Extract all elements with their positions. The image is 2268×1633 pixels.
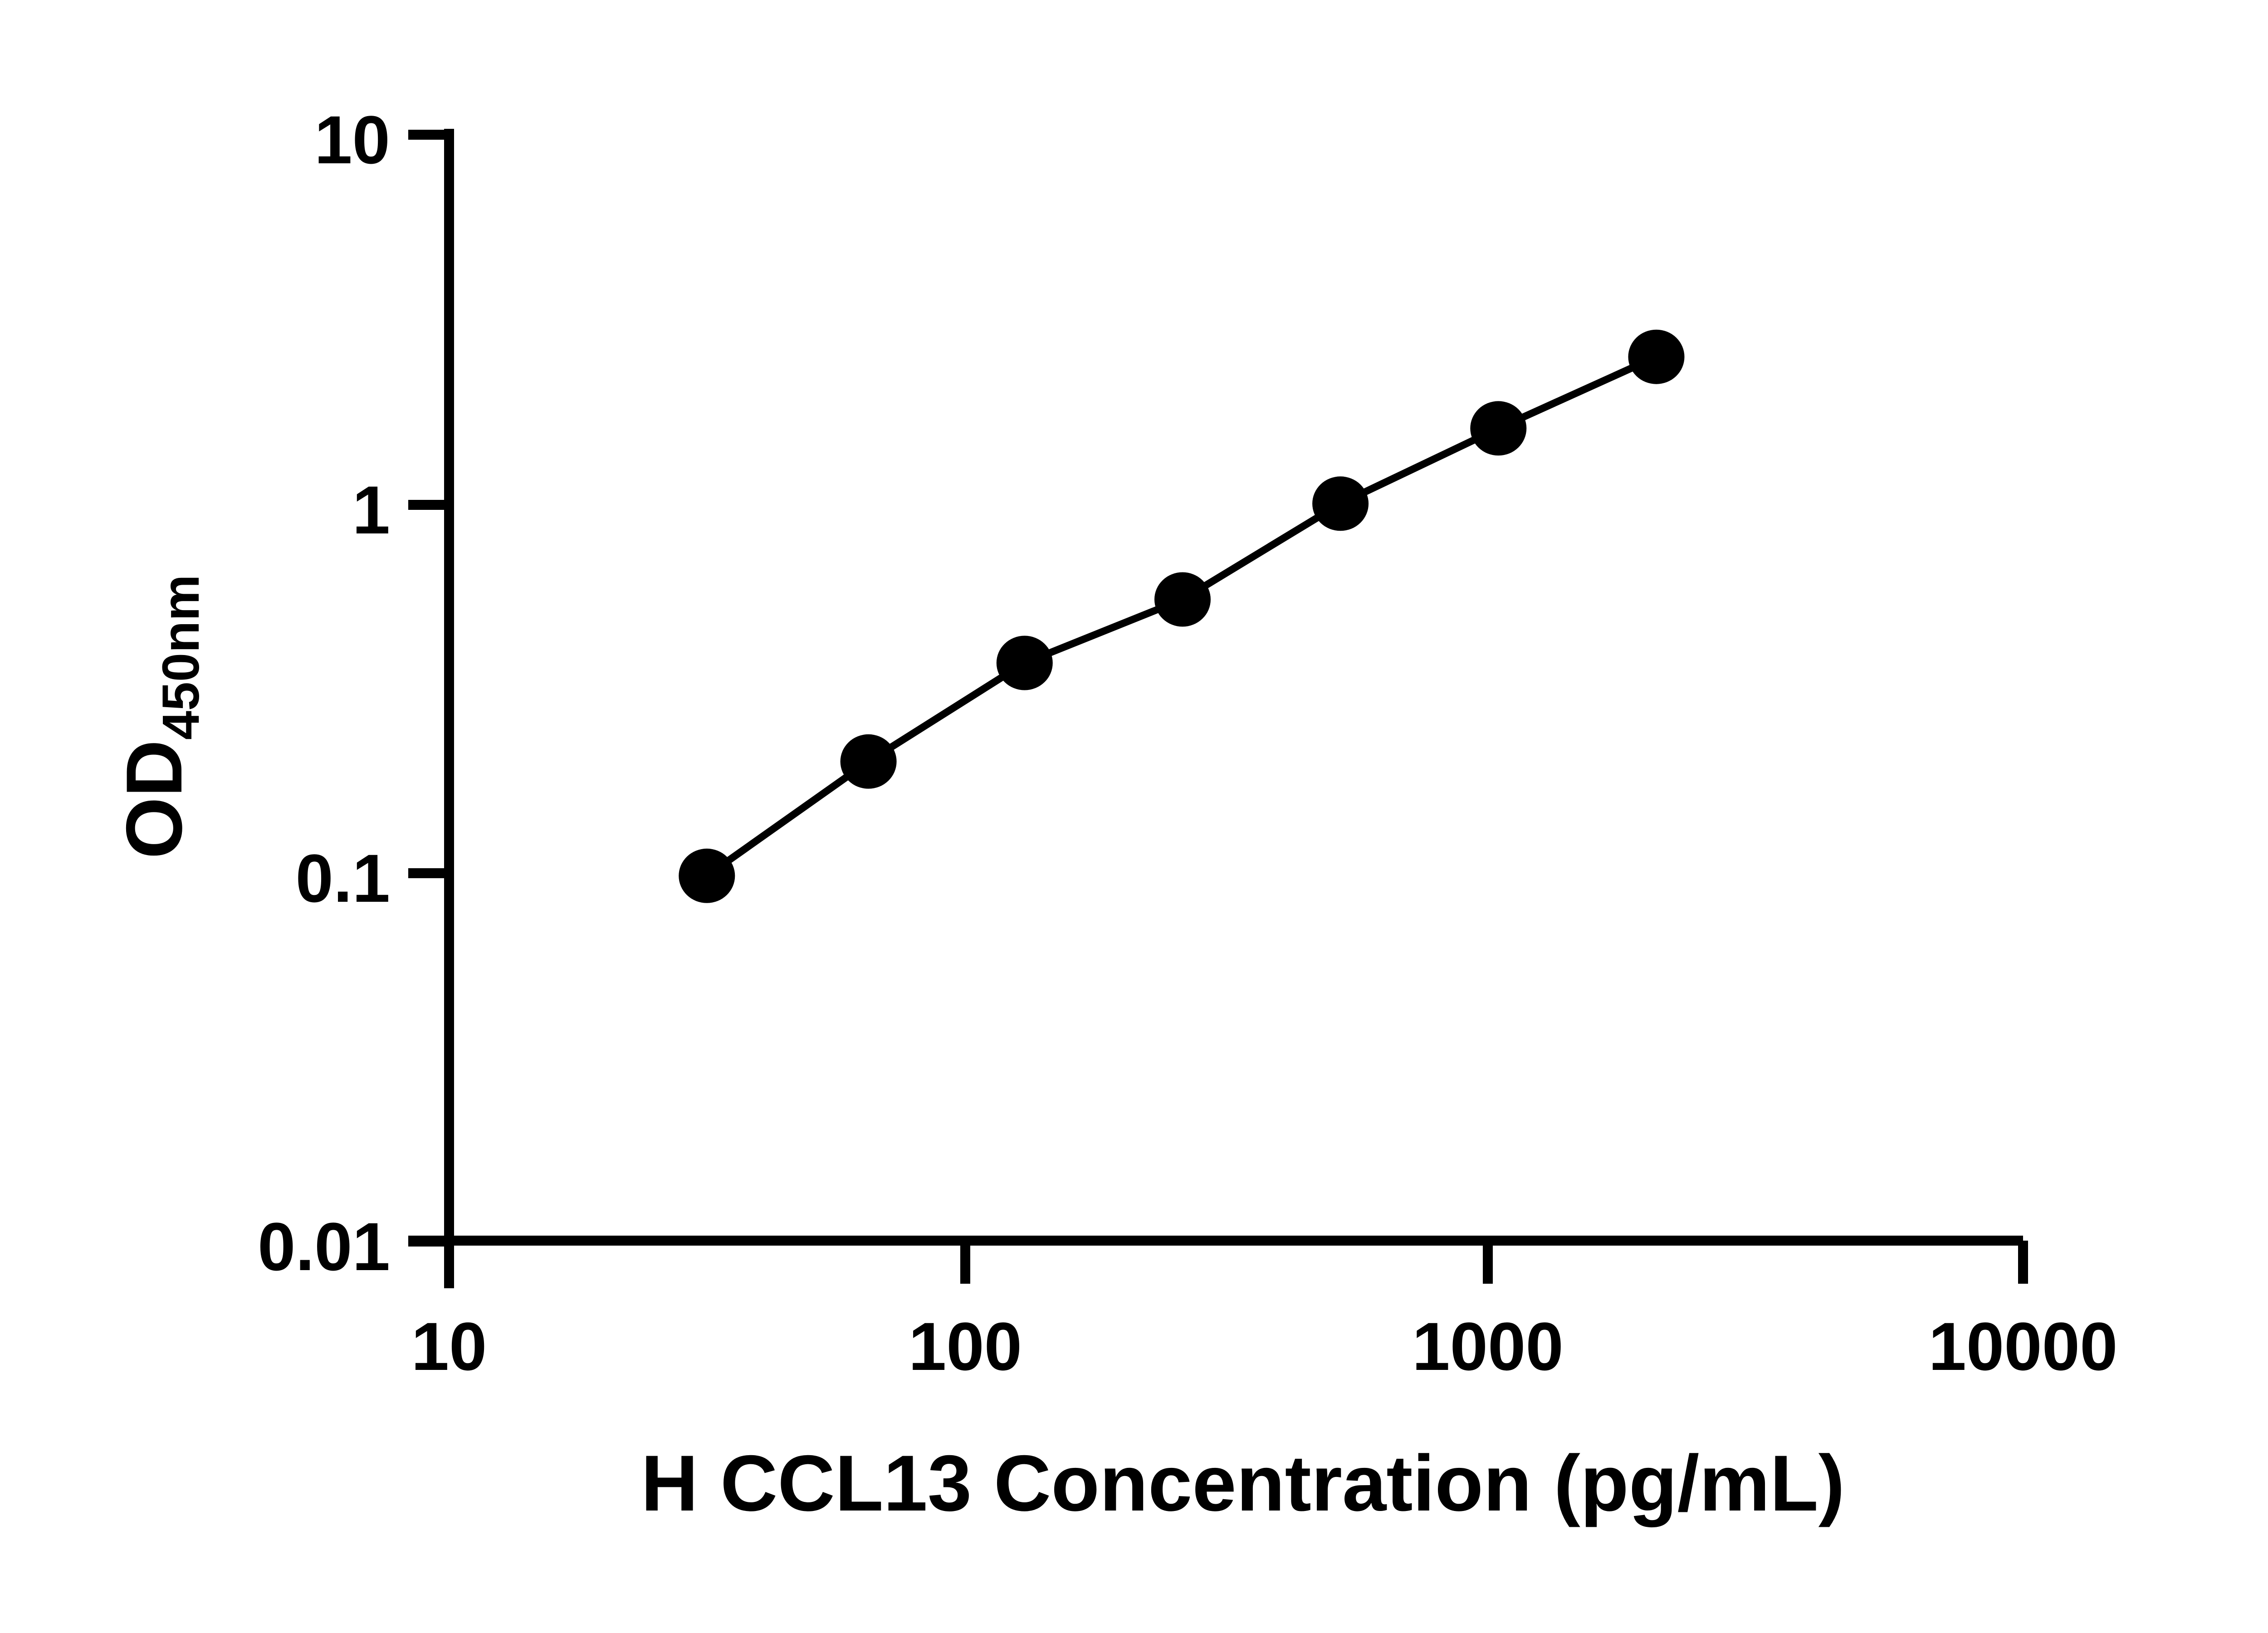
- x-axis-ticks: [444, 1241, 2028, 1284]
- y-axis-ticks: [408, 130, 449, 1247]
- y-axis-title-main: OD: [110, 740, 199, 859]
- x-tick-label-100: 100: [909, 1308, 1022, 1384]
- y-tick-label-0-01: 0.01: [258, 1208, 390, 1285]
- x-tick-label-10000: 10000: [1928, 1308, 2117, 1384]
- y-tick-label-0-1: 0.1: [295, 840, 390, 916]
- data-point: [679, 848, 735, 903]
- y-axis-title-text: OD450nm: [110, 575, 210, 859]
- series-markers: [679, 329, 1685, 903]
- y-tick-label-1: 1: [352, 472, 390, 548]
- data-point: [1628, 329, 1685, 384]
- y-tick-label-10: 10: [314, 102, 390, 178]
- data-point: [996, 636, 1053, 690]
- x-tick-label-1000: 1000: [1412, 1308, 1564, 1384]
- x-tick-label-10: 10: [411, 1308, 487, 1384]
- data-point: [1154, 572, 1211, 627]
- data-point: [1312, 476, 1369, 531]
- data-point: [1470, 401, 1527, 456]
- y-axis-title: OD450nm: [110, 575, 210, 859]
- y-axis-title-subscript: 450nm: [152, 575, 210, 740]
- data-point: [840, 734, 897, 789]
- x-axis-title: H CCL13 Concentration (pg/mL): [641, 1439, 1845, 1528]
